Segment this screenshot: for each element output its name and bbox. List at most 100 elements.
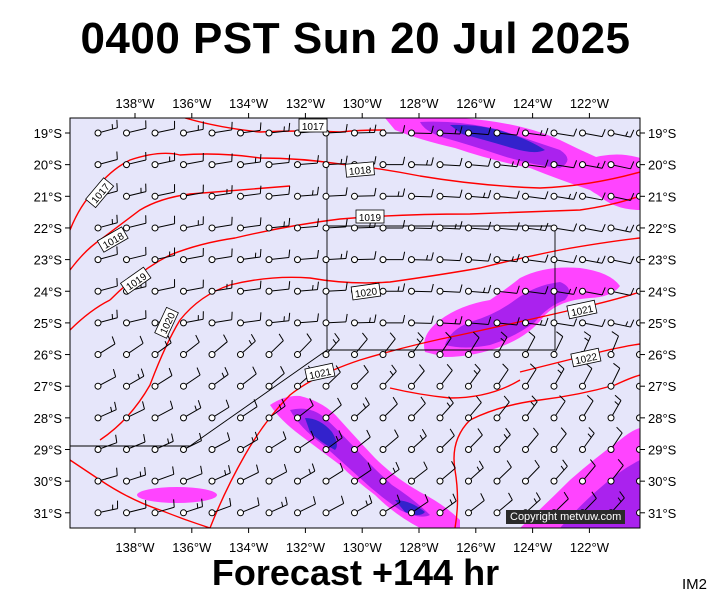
wind-barb bbox=[408, 428, 427, 453]
wind-barb bbox=[607, 287, 635, 296]
wind-barb bbox=[237, 217, 262, 232]
isobar-1019-b bbox=[70, 299, 111, 331]
longitude-label-bottom: 136°W bbox=[172, 540, 212, 555]
wind-barb bbox=[379, 364, 397, 390]
wind-barb bbox=[265, 154, 291, 169]
wind-barb bbox=[379, 494, 401, 517]
wind-barb bbox=[465, 493, 485, 517]
longitude-axis: 138°W 138°W 136°W 136°W 134°W 134°W 132°W 132°W… bbox=[115, 96, 609, 555]
wind-barb bbox=[237, 312, 262, 327]
rain-core-southwest-3 bbox=[395, 500, 425, 515]
wind-barb bbox=[180, 334, 200, 359]
wind-barb bbox=[180, 465, 203, 485]
wind-barb bbox=[436, 364, 453, 390]
wind-barb bbox=[208, 121, 233, 137]
wind-barb bbox=[607, 458, 624, 485]
wind-barb bbox=[607, 256, 635, 265]
longitude-label-top: 126°W bbox=[456, 96, 496, 111]
wind-barb bbox=[465, 460, 484, 485]
isobar-label: 1017 bbox=[302, 122, 325, 133]
isobar-1018-b bbox=[70, 185, 291, 271]
wind-barb bbox=[436, 396, 454, 422]
isobar-label: 1020 bbox=[354, 286, 378, 300]
wind-barb bbox=[322, 313, 348, 327]
wind-barb bbox=[351, 332, 368, 359]
wind-barb bbox=[579, 255, 606, 264]
wind-barb bbox=[522, 363, 537, 390]
wind-barb bbox=[550, 363, 565, 390]
wind-barb bbox=[265, 249, 291, 264]
wind-barb bbox=[550, 395, 566, 422]
latitude-label-right: 23°S bbox=[648, 253, 677, 268]
wind-barb bbox=[294, 496, 316, 517]
wind-barb bbox=[237, 464, 259, 485]
forecast-label: Forecast +144 hr bbox=[211, 552, 500, 593]
longitude-label-top: 122°W bbox=[570, 96, 610, 111]
wind-barb bbox=[208, 366, 229, 390]
wind-barb bbox=[94, 119, 118, 137]
wind-barb bbox=[294, 398, 314, 422]
isobar-1020-b bbox=[70, 459, 211, 528]
wind-barb bbox=[408, 220, 434, 232]
wind-barb bbox=[436, 284, 463, 295]
latitude-label-left: 29°S bbox=[34, 443, 63, 458]
wind-barb bbox=[180, 152, 204, 169]
wind-barb bbox=[322, 218, 348, 232]
wind-barb bbox=[94, 467, 118, 485]
wind-barb bbox=[493, 492, 513, 517]
wind-barb bbox=[550, 286, 578, 295]
longitude-label-bottom: 122°W bbox=[570, 540, 610, 555]
wind-barb bbox=[408, 252, 434, 264]
wind-barb bbox=[123, 499, 147, 517]
wind-barb bbox=[465, 284, 492, 295]
wind-barb bbox=[607, 331, 619, 359]
wind-barb bbox=[522, 286, 549, 295]
wind-barb bbox=[151, 499, 175, 517]
latitude-label-right: 26°S bbox=[648, 348, 677, 363]
wind-barb bbox=[151, 152, 176, 169]
wind-barb bbox=[550, 255, 578, 264]
isobar-label: 1021 bbox=[308, 367, 332, 382]
latitude-label-left: 24°S bbox=[34, 284, 63, 299]
wind-barb bbox=[123, 151, 147, 169]
wind-barb bbox=[493, 331, 508, 359]
wind-barb bbox=[522, 254, 549, 264]
wind-barb bbox=[294, 463, 316, 485]
wind-barb bbox=[351, 397, 370, 422]
latitude-label-right: 27°S bbox=[648, 379, 677, 394]
wind-barb bbox=[550, 223, 578, 232]
wind-barb bbox=[151, 215, 176, 232]
wind-barb bbox=[379, 429, 399, 453]
wind-barb bbox=[493, 427, 511, 453]
wind-barb bbox=[379, 125, 406, 137]
latitude-label-left: 28°S bbox=[34, 411, 63, 426]
isobar-label: 1022 bbox=[574, 352, 598, 367]
rain-core-north-1 bbox=[420, 121, 568, 168]
wind-barb bbox=[465, 331, 480, 359]
wind-barb bbox=[465, 395, 482, 422]
longitude-label-top: 132°W bbox=[286, 96, 326, 111]
latitude-label-right: 29°S bbox=[648, 443, 677, 458]
wind-barb bbox=[493, 190, 520, 200]
wind-barb bbox=[408, 188, 434, 200]
wind-barb bbox=[351, 429, 371, 453]
wind-barb bbox=[408, 157, 434, 169]
wind-barb bbox=[465, 363, 481, 390]
wind-barb bbox=[379, 314, 406, 327]
wind-barb bbox=[151, 466, 175, 485]
wind-barb bbox=[208, 153, 233, 169]
map-title: 0400 PST Sun 20 Jul 2025 bbox=[80, 14, 631, 63]
wind-barb bbox=[351, 495, 373, 517]
wind-barbs bbox=[94, 119, 640, 517]
wind-barb bbox=[522, 331, 536, 359]
wind-barb bbox=[180, 247, 204, 264]
latitude-label-left: 26°S bbox=[34, 348, 63, 363]
wind-barb bbox=[465, 221, 492, 232]
latitude-axis: 19°S 19°S 20°S 20°S 21°S 21°S 22°S 22°S 23°S 23°S… bbox=[34, 126, 677, 521]
wind-barb bbox=[237, 366, 257, 390]
wind-barb bbox=[94, 434, 118, 453]
wind-barb bbox=[607, 394, 622, 422]
wind-barb bbox=[265, 333, 284, 359]
isobar-label: 1021 bbox=[570, 304, 594, 319]
